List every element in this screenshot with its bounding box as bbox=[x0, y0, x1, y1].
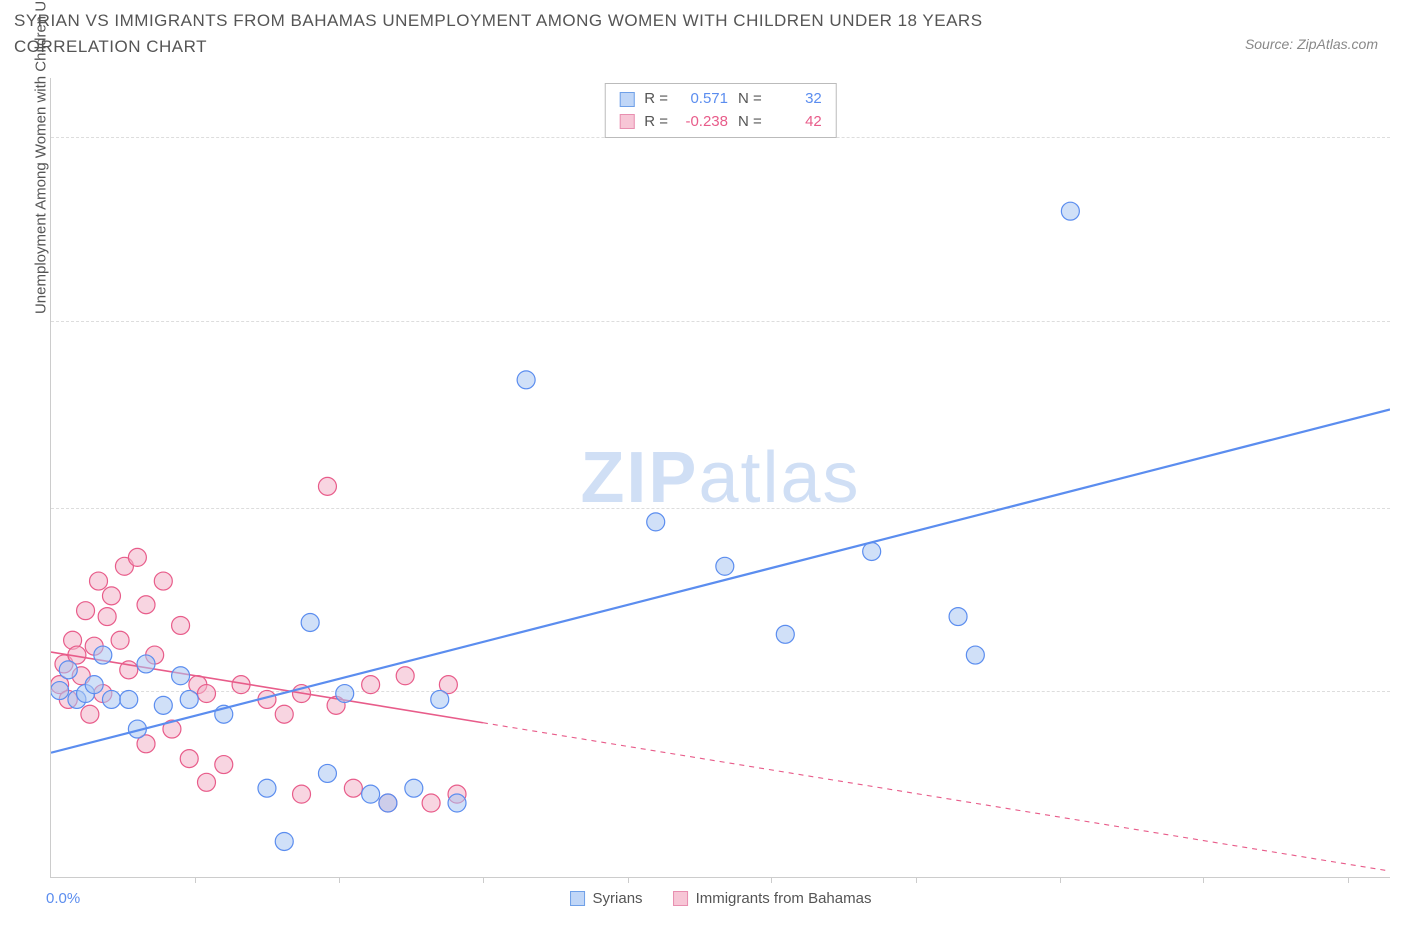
data-point bbox=[275, 705, 293, 723]
legend-swatch-series2 bbox=[673, 891, 688, 906]
data-point bbox=[154, 696, 172, 714]
stats-row-series1: R = 0.571 N = 32 bbox=[619, 88, 822, 111]
data-point bbox=[154, 572, 172, 590]
data-point bbox=[102, 690, 120, 708]
trend-line-dashed bbox=[483, 723, 1390, 871]
trend-line bbox=[51, 409, 1390, 752]
data-point bbox=[85, 676, 103, 694]
x-tick bbox=[483, 877, 484, 883]
data-point bbox=[293, 785, 311, 803]
data-point bbox=[318, 477, 336, 495]
n-value-2: 42 bbox=[772, 111, 822, 134]
data-point bbox=[949, 608, 967, 626]
data-point bbox=[431, 690, 449, 708]
data-point bbox=[318, 764, 336, 782]
data-point bbox=[59, 661, 77, 679]
data-point bbox=[180, 750, 198, 768]
r-label-2: R = bbox=[644, 111, 668, 134]
data-point bbox=[966, 646, 984, 664]
data-point bbox=[362, 785, 380, 803]
data-point bbox=[863, 542, 881, 560]
data-point bbox=[215, 756, 233, 774]
data-point bbox=[776, 625, 794, 643]
x-tick bbox=[1203, 877, 1204, 883]
data-point bbox=[77, 602, 95, 620]
chart-title: SYRIAN VS IMMIGRANTS FROM BAHAMAS UNEMPL… bbox=[14, 8, 1114, 59]
data-point bbox=[379, 794, 397, 812]
data-point bbox=[448, 794, 466, 812]
trend-line bbox=[51, 652, 483, 723]
swatch-series1 bbox=[619, 92, 634, 107]
data-point bbox=[396, 667, 414, 685]
data-point bbox=[172, 616, 190, 634]
data-point bbox=[51, 682, 69, 700]
data-point bbox=[405, 779, 423, 797]
data-point bbox=[90, 572, 108, 590]
n-value-1: 32 bbox=[772, 88, 822, 111]
data-point bbox=[336, 685, 354, 703]
y-axis-label: Unemployment Among Women with Children U… bbox=[33, 0, 50, 314]
r-value-2: -0.238 bbox=[678, 111, 728, 134]
x-tick bbox=[628, 877, 629, 883]
data-point bbox=[344, 779, 362, 797]
chart-area: Unemployment Among Women with Children U… bbox=[50, 78, 1390, 878]
x-tick bbox=[1348, 877, 1349, 883]
data-point bbox=[517, 371, 535, 389]
swatch-series2 bbox=[619, 114, 634, 129]
data-point bbox=[180, 690, 198, 708]
data-point bbox=[111, 631, 129, 649]
data-point bbox=[94, 646, 112, 664]
legend-label-series2: Immigrants from Bahamas bbox=[696, 890, 872, 907]
data-point bbox=[362, 676, 380, 694]
data-point bbox=[422, 794, 440, 812]
data-point bbox=[81, 705, 99, 723]
chart-svg bbox=[51, 78, 1390, 877]
r-value-1: 0.571 bbox=[678, 88, 728, 111]
data-point bbox=[120, 690, 138, 708]
legend-swatch-series1 bbox=[570, 891, 585, 906]
data-point bbox=[102, 587, 120, 605]
data-point bbox=[1061, 202, 1079, 220]
stats-box: R = 0.571 N = 32 R = -0.238 N = 42 bbox=[604, 83, 837, 138]
bottom-legend: Syrians Immigrants from Bahamas bbox=[570, 890, 872, 907]
legend-label-series1: Syrians bbox=[593, 890, 643, 907]
data-point bbox=[172, 667, 190, 685]
n-label-1: N = bbox=[738, 88, 762, 111]
x-tick bbox=[771, 877, 772, 883]
n-label-2: N = bbox=[738, 111, 762, 134]
data-point bbox=[258, 779, 276, 797]
data-point bbox=[137, 596, 155, 614]
stats-row-series2: R = -0.238 N = 42 bbox=[619, 111, 822, 134]
legend-item-series1: Syrians bbox=[570, 890, 643, 907]
legend-item-series2: Immigrants from Bahamas bbox=[673, 890, 872, 907]
data-point bbox=[716, 557, 734, 575]
data-point bbox=[198, 685, 216, 703]
x-tick bbox=[195, 877, 196, 883]
data-point bbox=[275, 833, 293, 851]
source-label: Source: ZipAtlas.com bbox=[1245, 36, 1378, 52]
data-point bbox=[98, 608, 116, 626]
x-tick bbox=[1060, 877, 1061, 883]
data-point bbox=[647, 513, 665, 531]
x-tick bbox=[916, 877, 917, 883]
data-point bbox=[301, 614, 319, 632]
r-label-1: R = bbox=[644, 88, 668, 111]
data-point bbox=[128, 548, 146, 566]
x-tick bbox=[339, 877, 340, 883]
data-point bbox=[137, 655, 155, 673]
x-origin-label: 0.0% bbox=[46, 890, 80, 907]
data-point bbox=[198, 773, 216, 791]
